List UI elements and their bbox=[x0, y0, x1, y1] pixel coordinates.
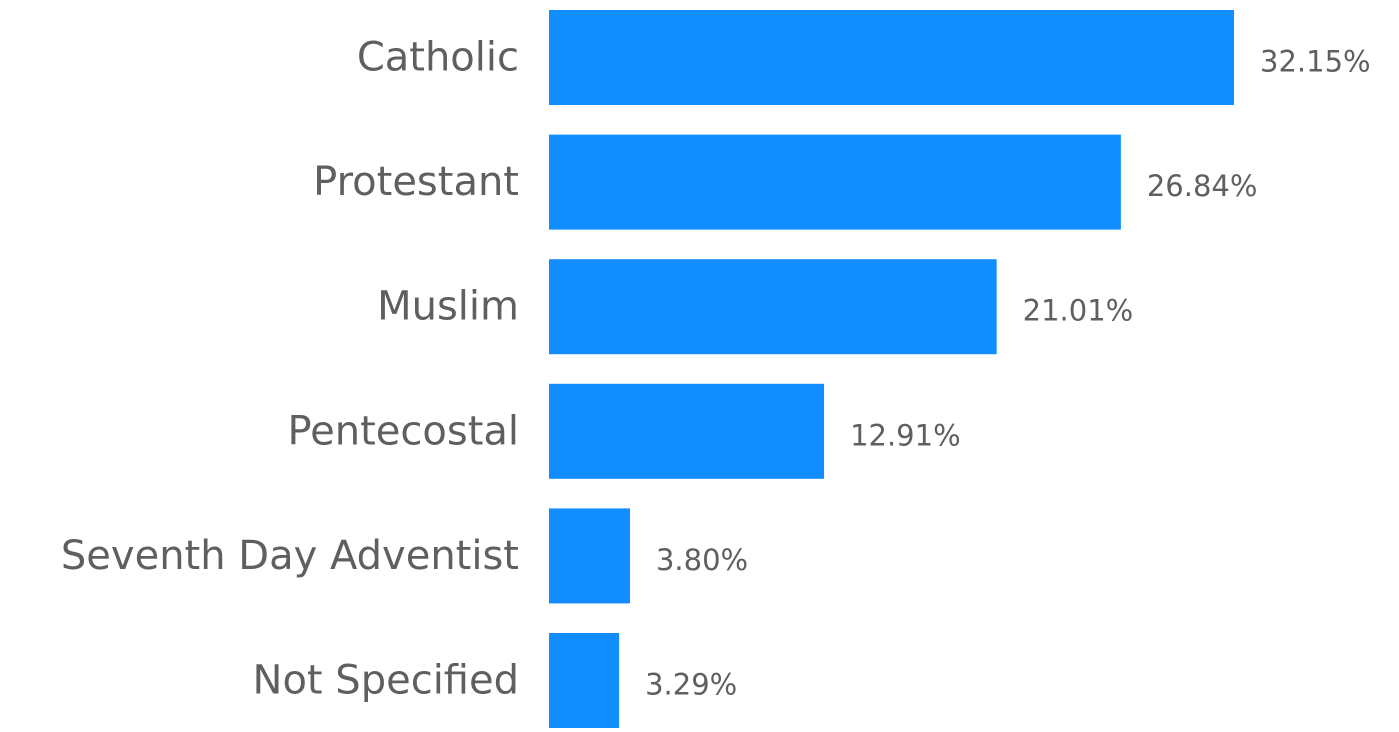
category-label-pentecostal: Pentecostal bbox=[287, 408, 519, 454]
bar-catholic bbox=[549, 10, 1234, 105]
value-labels-group: 32.15% 26.84% 21.01% 12.91% 3.80% 3.29% bbox=[645, 45, 1370, 702]
value-label-pentecostal: 12.91% bbox=[850, 418, 961, 452]
bar-pentecostal bbox=[549, 383, 825, 479]
category-label-protestant: Protestant bbox=[313, 159, 519, 205]
category-label-catholic: Catholic bbox=[357, 35, 519, 81]
bar-muslim bbox=[549, 259, 997, 355]
bar-protestant bbox=[549, 134, 1121, 230]
category-label-muslim: Muslim bbox=[377, 284, 519, 330]
bar-not-specified bbox=[549, 633, 620, 728]
value-label-muslim: 21.01% bbox=[1023, 294, 1134, 328]
value-label-catholic: 32.15% bbox=[1260, 45, 1371, 79]
category-label-not-specified: Not Specified bbox=[253, 658, 519, 704]
category-label-seventh-day-adventist: Seventh Day Adventist bbox=[61, 533, 519, 579]
value-label-seventh-day-adventist: 3.80% bbox=[656, 543, 748, 577]
bars-group bbox=[549, 10, 1234, 728]
value-label-protestant: 26.84% bbox=[1147, 169, 1258, 203]
value-label-not-specified: 3.29% bbox=[645, 668, 737, 702]
bar-seventh-day-adventist bbox=[549, 508, 630, 604]
category-labels-group: Catholic Protestant Muslim Pentecostal Seven… bbox=[61, 35, 519, 704]
